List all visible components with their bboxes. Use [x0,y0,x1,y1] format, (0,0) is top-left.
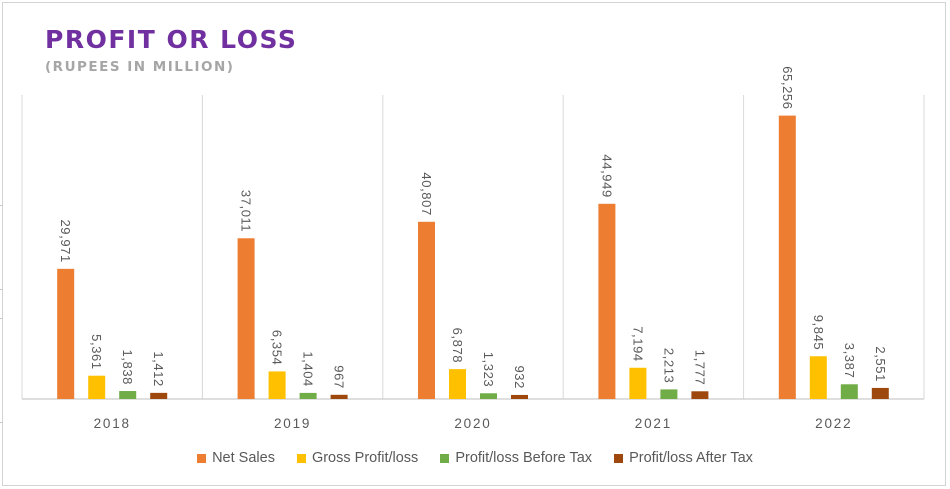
bar-net-sales-2020 [418,221,435,399]
data-label: 1,412 [151,351,166,387]
bar-profit-loss-after-tax-2022 [871,387,889,399]
bar-profit-loss-before-tax-2019 [299,392,317,399]
data-label: 7,194 [630,326,645,362]
data-label: 932 [512,365,527,389]
bar-gross-profit-loss-2018 [88,375,106,399]
bar-net-sales-2019 [237,238,255,399]
legend-label: Gross Profit/loss [311,450,419,466]
data-label: 37,011 [239,190,254,232]
bar-profit-loss-before-tax-2020 [480,393,497,399]
legend-label: Net Sales [212,450,275,466]
left-edge-tick [0,205,3,206]
bar-profit-loss-before-tax-2022 [840,384,858,399]
data-label: 1,777 [692,350,707,386]
bar-net-sales-2022 [778,115,796,400]
data-label: 5,361 [89,334,104,370]
data-label: 2,551 [873,346,888,382]
x-tick-label: 2022 [815,416,852,431]
left-edge-tick [0,422,3,423]
bar-profit-loss-after-tax-2019 [330,394,348,399]
x-tick-label: 2021 [635,416,672,431]
x-tick-label: 2018 [94,416,131,431]
legend-item: Net Sales [197,450,275,466]
bar-profit-loss-before-tax-2018 [119,391,137,399]
bar-net-sales-2018 [57,268,75,399]
data-label: 1,404 [301,351,316,387]
legend-swatch [614,453,624,463]
data-label: 40,807 [419,172,434,215]
data-label: 6,878 [450,328,465,364]
legend-item: Gross Profit/loss [296,450,419,466]
data-label: 44,949 [599,154,614,197]
bar-profit-loss-after-tax-2020 [511,394,528,399]
data-label: 3,387 [842,343,857,379]
bar-net-sales-2021 [598,203,616,399]
bar-gross-profit-loss-2022 [809,356,827,399]
legend-swatch [440,453,450,463]
bar-gross-profit-loss-2021 [629,367,647,399]
legend-label: Profit/loss After Tax [629,450,753,466]
x-tick-label: 2020 [454,416,491,431]
chart-legend: Net Sales Gross Profit/loss Profit/loss Be… [0,450,950,466]
data-label: 2,213 [661,348,676,384]
legend-item: Profit/loss Before Tax [440,450,592,466]
data-label: 1,838 [120,349,135,385]
data-label: 6,354 [270,330,285,366]
legend-label: Profit/loss Before Tax [455,450,593,466]
left-edge-tick [0,289,3,290]
left-edge-tick [0,318,3,319]
data-label: 65,256 [780,66,795,109]
legend-swatch [296,453,306,463]
bar-profit-loss-after-tax-2018 [150,392,168,399]
data-label: 1,323 [481,352,496,388]
chart-title: PROFIT OR LOSS [45,25,298,54]
x-tick-label: 2019 [274,416,311,431]
bar-gross-profit-loss-2019 [268,371,286,399]
bar-profit-loss-after-tax-2021 [691,391,709,399]
legend-item: Profit/loss After Tax [614,450,753,466]
bar-profit-loss-before-tax-2021 [660,389,678,399]
data-label: 9,845 [811,315,826,351]
bar-gross-profit-loss-2020 [449,369,466,399]
data-label: 29,971 [58,219,73,262]
data-label: 967 [332,365,347,389]
chart-subtitle: (RUPEES IN MILLION) [45,59,235,75]
legend-swatch [197,453,207,463]
